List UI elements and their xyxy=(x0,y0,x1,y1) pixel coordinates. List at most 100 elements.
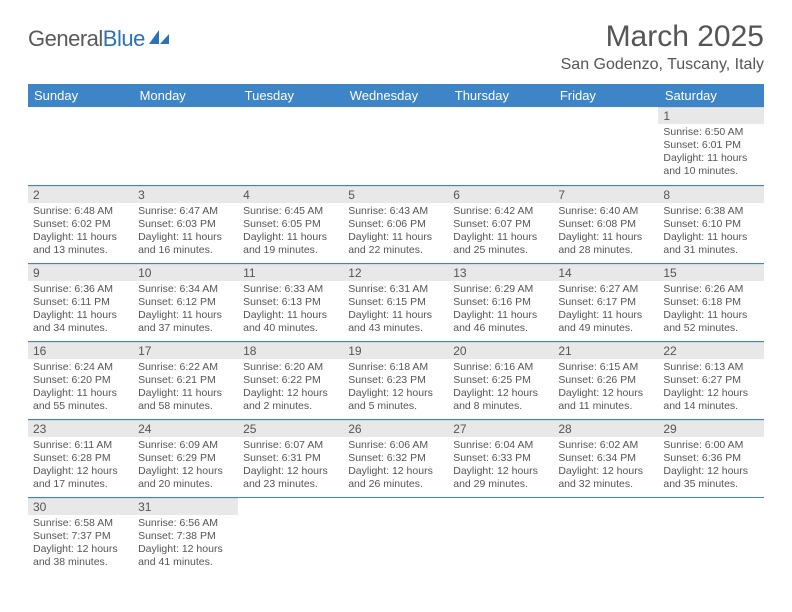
weekday-row: Sunday Monday Tuesday Wednesday Thursday… xyxy=(28,84,764,107)
day-line-dl1: Daylight: 11 hours xyxy=(33,309,128,322)
day-line-dl2: and 49 minutes. xyxy=(558,322,653,335)
day-line-dl2: and 29 minutes. xyxy=(453,478,548,491)
calendar-cell: 26Sunrise: 6:06 AMSunset: 6:32 PMDayligh… xyxy=(343,419,448,497)
day-line-ss: Sunset: 6:29 PM xyxy=(138,452,233,465)
day-line-sr: Sunrise: 6:38 AM xyxy=(663,205,758,218)
day-details: Sunrise: 6:15 AMSunset: 6:26 PMDaylight:… xyxy=(553,359,658,417)
day-details: Sunrise: 6:58 AMSunset: 7:37 PMDaylight:… xyxy=(28,515,133,573)
day-line-sr: Sunrise: 6:15 AM xyxy=(558,361,653,374)
sail-icon xyxy=(147,26,171,52)
day-details: Sunrise: 6:00 AMSunset: 6:36 PMDaylight:… xyxy=(658,437,763,495)
day-line-sr: Sunrise: 6:00 AM xyxy=(663,439,758,452)
day-line-dl1: Daylight: 12 hours xyxy=(663,387,758,400)
day-line-dl1: Daylight: 12 hours xyxy=(348,465,443,478)
day-line-ss: Sunset: 6:11 PM xyxy=(33,296,128,309)
day-line-dl2: and 43 minutes. xyxy=(348,322,443,335)
day-details: Sunrise: 6:06 AMSunset: 6:32 PMDaylight:… xyxy=(343,437,448,495)
calendar-cell: 2Sunrise: 6:48 AMSunset: 6:02 PMDaylight… xyxy=(28,185,133,263)
day-line-ss: Sunset: 6:15 PM xyxy=(348,296,443,309)
day-number: 20 xyxy=(448,342,553,359)
day-line-sr: Sunrise: 6:11 AM xyxy=(33,439,128,452)
day-number: 27 xyxy=(448,420,553,437)
day-line-dl2: and 35 minutes. xyxy=(663,478,758,491)
day-details: Sunrise: 6:22 AMSunset: 6:21 PMDaylight:… xyxy=(133,359,238,417)
day-number: 25 xyxy=(238,420,343,437)
day-line-ss: Sunset: 6:06 PM xyxy=(348,218,443,231)
day-line-dl1: Daylight: 12 hours xyxy=(453,387,548,400)
day-details: Sunrise: 6:45 AMSunset: 6:05 PMDaylight:… xyxy=(238,203,343,261)
day-number: 11 xyxy=(238,264,343,281)
day-line-ss: Sunset: 6:22 PM xyxy=(243,374,338,387)
day-line-dl1: Daylight: 11 hours xyxy=(348,309,443,322)
day-line-dl2: and 38 minutes. xyxy=(33,556,128,569)
day-number: 24 xyxy=(133,420,238,437)
calendar-cell: 20Sunrise: 6:16 AMSunset: 6:25 PMDayligh… xyxy=(448,341,553,419)
calendar-cell: 23Sunrise: 6:11 AMSunset: 6:28 PMDayligh… xyxy=(28,419,133,497)
day-line-ss: Sunset: 6:17 PM xyxy=(558,296,653,309)
day-line-ss: Sunset: 6:26 PM xyxy=(558,374,653,387)
calendar-cell: 29Sunrise: 6:00 AMSunset: 6:36 PMDayligh… xyxy=(658,419,763,497)
day-line-sr: Sunrise: 6:06 AM xyxy=(348,439,443,452)
day-line-sr: Sunrise: 6:13 AM xyxy=(663,361,758,374)
day-details: Sunrise: 6:07 AMSunset: 6:31 PMDaylight:… xyxy=(238,437,343,495)
day-line-sr: Sunrise: 6:16 AM xyxy=(453,361,548,374)
weekday-header: Friday xyxy=(553,84,658,107)
day-number: 22 xyxy=(658,342,763,359)
day-details: Sunrise: 6:33 AMSunset: 6:13 PMDaylight:… xyxy=(238,281,343,339)
day-line-ss: Sunset: 6:23 PM xyxy=(348,374,443,387)
day-line-dl1: Daylight: 12 hours xyxy=(348,387,443,400)
day-details: Sunrise: 6:40 AMSunset: 6:08 PMDaylight:… xyxy=(553,203,658,261)
day-line-dl1: Daylight: 11 hours xyxy=(663,309,758,322)
calendar-page: GeneralBlue March 2025 San Godenzo, Tusc… xyxy=(0,0,792,575)
calendar-table: Sunday Monday Tuesday Wednesday Thursday… xyxy=(28,84,764,575)
day-line-ss: Sunset: 6:01 PM xyxy=(663,139,758,152)
day-details: Sunrise: 6:24 AMSunset: 6:20 PMDaylight:… xyxy=(28,359,133,417)
weekday-header: Wednesday xyxy=(343,84,448,107)
calendar-row: 1Sunrise: 6:50 AMSunset: 6:01 PMDaylight… xyxy=(28,107,764,185)
calendar-cell xyxy=(448,107,553,185)
day-line-dl2: and 20 minutes. xyxy=(138,478,233,491)
day-line-ss: Sunset: 6:10 PM xyxy=(663,218,758,231)
day-number: 2 xyxy=(28,186,133,203)
day-line-dl1: Daylight: 12 hours xyxy=(138,543,233,556)
day-line-sr: Sunrise: 6:04 AM xyxy=(453,439,548,452)
day-line-dl1: Daylight: 11 hours xyxy=(33,231,128,244)
day-line-dl2: and 55 minutes. xyxy=(33,400,128,413)
day-line-dl2: and 52 minutes. xyxy=(663,322,758,335)
calendar-cell: 9Sunrise: 6:36 AMSunset: 6:11 PMDaylight… xyxy=(28,263,133,341)
day-number: 19 xyxy=(343,342,448,359)
day-line-dl2: and 16 minutes. xyxy=(138,244,233,257)
day-details: Sunrise: 6:48 AMSunset: 6:02 PMDaylight:… xyxy=(28,203,133,261)
day-line-ss: Sunset: 6:13 PM xyxy=(243,296,338,309)
day-line-sr: Sunrise: 6:34 AM xyxy=(138,283,233,296)
calendar-cell xyxy=(133,107,238,185)
day-number: 30 xyxy=(28,498,133,515)
day-line-dl1: Daylight: 11 hours xyxy=(33,387,128,400)
day-line-dl2: and 5 minutes. xyxy=(348,400,443,413)
day-line-ss: Sunset: 6:36 PM xyxy=(663,452,758,465)
calendar-cell xyxy=(238,107,343,185)
day-number: 28 xyxy=(553,420,658,437)
title-block: March 2025 San Godenzo, Tuscany, Italy xyxy=(561,20,764,74)
day-details: Sunrise: 6:18 AMSunset: 6:23 PMDaylight:… xyxy=(343,359,448,417)
weekday-header: Tuesday xyxy=(238,84,343,107)
day-line-dl1: Daylight: 11 hours xyxy=(558,231,653,244)
day-line-ss: Sunset: 7:37 PM xyxy=(33,530,128,543)
day-line-sr: Sunrise: 6:45 AM xyxy=(243,205,338,218)
day-line-dl1: Daylight: 11 hours xyxy=(138,387,233,400)
calendar-row: 9Sunrise: 6:36 AMSunset: 6:11 PMDaylight… xyxy=(28,263,764,341)
day-details: Sunrise: 6:16 AMSunset: 6:25 PMDaylight:… xyxy=(448,359,553,417)
calendar-cell: 1Sunrise: 6:50 AMSunset: 6:01 PMDaylight… xyxy=(658,107,763,185)
calendar-cell: 16Sunrise: 6:24 AMSunset: 6:20 PMDayligh… xyxy=(28,341,133,419)
logo-text-blue: Blue xyxy=(103,26,145,52)
day-line-ss: Sunset: 6:27 PM xyxy=(663,374,758,387)
calendar-row: 16Sunrise: 6:24 AMSunset: 6:20 PMDayligh… xyxy=(28,341,764,419)
weekday-header: Monday xyxy=(133,84,238,107)
day-number: 9 xyxy=(28,264,133,281)
day-details: Sunrise: 6:29 AMSunset: 6:16 PMDaylight:… xyxy=(448,281,553,339)
day-line-sr: Sunrise: 6:40 AM xyxy=(558,205,653,218)
calendar-cell: 7Sunrise: 6:40 AMSunset: 6:08 PMDaylight… xyxy=(553,185,658,263)
day-line-dl2: and 46 minutes. xyxy=(453,322,548,335)
calendar-cell: 5Sunrise: 6:43 AMSunset: 6:06 PMDaylight… xyxy=(343,185,448,263)
calendar-row: 2Sunrise: 6:48 AMSunset: 6:02 PMDaylight… xyxy=(28,185,764,263)
